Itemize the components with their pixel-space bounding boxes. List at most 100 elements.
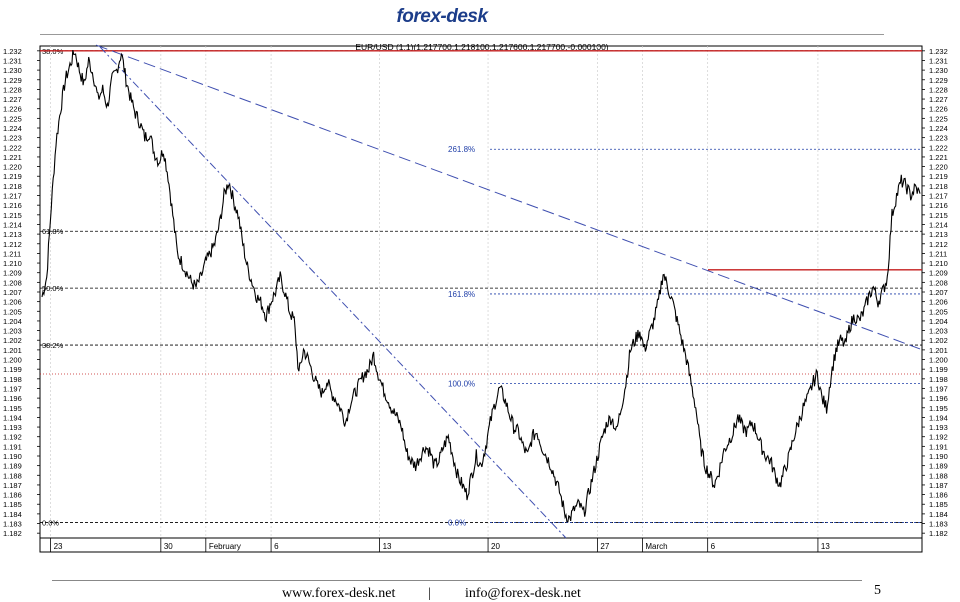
- y-tick-label-right: 1.229: [929, 76, 948, 85]
- x-axis-band: [39, 537, 923, 553]
- y-tick-label-right: 1.232: [929, 47, 948, 56]
- y-tick-label-right: 1.188: [929, 471, 948, 480]
- x-tick-label: 30: [164, 542, 173, 551]
- y-tick-label-left: 1.195: [3, 404, 22, 413]
- y-tick-label-left: 1.205: [3, 307, 22, 316]
- y-tick-label-right: 1.208: [929, 278, 948, 287]
- y-tick-label-right: 1.227: [929, 95, 948, 104]
- y-tick-label-right: 1.200: [929, 356, 948, 365]
- y-tick-label-left: 1.230: [3, 66, 22, 75]
- y-tick-label-left: 1.210: [3, 259, 22, 268]
- x-tick-label: March: [645, 542, 667, 551]
- y-tick-label-right: 1.225: [929, 114, 948, 123]
- x-tick-label: 27: [600, 542, 609, 551]
- x-tick-label: 13: [383, 542, 392, 551]
- y-tick-label-right: 1.228: [929, 85, 948, 94]
- y-tick-label-right: 1.185: [929, 500, 948, 509]
- y-tick-label-left: 1.184: [3, 510, 22, 519]
- y-tick-label-right: 1.212: [929, 240, 948, 249]
- y-tick-label-right: 1.190: [929, 452, 948, 461]
- y-tick-label-right: 1.197: [929, 384, 948, 393]
- y-tick-label-left: 1.231: [3, 56, 22, 65]
- y-tick-label-left: 1.209: [3, 269, 22, 278]
- y-tick-label-right: 1.219: [929, 172, 948, 181]
- y-tick-label-left: 1.206: [3, 298, 22, 307]
- y-tick-label-right: 1.193: [929, 423, 948, 432]
- footer-separator: |: [428, 586, 431, 601]
- y-tick-label-right: 1.210: [929, 259, 948, 268]
- x-tick-label: 6: [711, 542, 716, 551]
- y-tick-label-right: 1.186: [929, 491, 948, 500]
- y-tick-label-left: 1.197: [3, 384, 22, 393]
- y-tick-label-left: 1.200: [3, 356, 22, 365]
- y-tick-label-left: 1.226: [3, 105, 22, 114]
- page-number: 5: [874, 583, 881, 598]
- y-tick-label-right: 1.187: [929, 481, 948, 490]
- price-series-line: [41, 49, 921, 523]
- y-tick-label-right: 1.199: [929, 365, 948, 374]
- y-tick-label-right: 1.196: [929, 394, 948, 403]
- x-tick-label: 13: [821, 542, 830, 551]
- forex-desk-logo: forex-desk: [378, 4, 506, 30]
- y-tick-label-right: 1.198: [929, 375, 948, 384]
- y-tick-label-right: 1.223: [929, 134, 948, 143]
- y-tick-label-left: 1.212: [3, 240, 22, 249]
- y-tick-label-left: 1.202: [3, 336, 22, 345]
- y-tick-label-right: 1.209: [929, 269, 948, 278]
- x-tick-label: 6: [274, 542, 279, 551]
- footer-website-link[interactable]: www.forex-desk.net: [282, 586, 396, 601]
- y-tick-label-left: 1.221: [3, 153, 22, 162]
- page-footer: www.forex-desk.net | info@forex-desk.net…: [0, 580, 960, 602]
- y-tick-label-right: 1.182: [929, 529, 948, 538]
- y-tick-label-left: 1.194: [3, 413, 22, 422]
- extension-level-label: 161.8%: [448, 290, 475, 299]
- y-tick-label-left: 1.229: [3, 76, 22, 85]
- y-tick-label-left: 1.187: [3, 481, 22, 490]
- y-tick-label-left: 1.192: [3, 433, 22, 442]
- header-divider: [40, 34, 884, 35]
- y-tick-label-right: 1.216: [929, 201, 948, 210]
- y-tick-label-left: 1.196: [3, 394, 22, 403]
- y-tick-label-left: 1.186: [3, 491, 22, 500]
- y-tick-label-right: 1.195: [929, 404, 948, 413]
- fib-level-label: 50.0%: [42, 284, 64, 293]
- y-tick-label-left: 1.182: [3, 529, 22, 538]
- y-tick-label-right: 1.189: [929, 462, 948, 471]
- y-tick-label-left: 1.220: [3, 163, 22, 172]
- y-tick-label-right: 1.215: [929, 211, 948, 220]
- x-tick-label: 23: [54, 542, 63, 551]
- y-tick-label-left: 1.199: [3, 365, 22, 374]
- y-tick-label-left: 1.190: [3, 452, 22, 461]
- y-tick-label-right: 1.191: [929, 442, 948, 451]
- y-tick-label-right: 1.206: [929, 298, 948, 307]
- logo-text: forex-desk: [396, 6, 488, 27]
- y-tick-label-right: 1.230: [929, 66, 948, 75]
- y-tick-label-right: 1.226: [929, 105, 948, 114]
- extension-level-label: 261.8%: [448, 145, 475, 154]
- y-tick-label-right: 1.221: [929, 153, 948, 162]
- y-tick-label-right: 1.231: [929, 56, 948, 65]
- extension-level-label: 100.0%: [448, 380, 475, 389]
- y-tick-label-right: 1.205: [929, 307, 948, 316]
- y-tick-label-left: 1.232: [3, 47, 22, 56]
- fib-level-label: 38.2%: [42, 341, 64, 350]
- y-tick-label-right: 1.194: [929, 413, 948, 422]
- footer-email-link[interactable]: info@forex-desk.net: [465, 586, 581, 601]
- y-tick-label-right: 1.220: [929, 163, 948, 172]
- y-tick-label-right: 1.222: [929, 143, 948, 152]
- y-tick-label-left: 1.203: [3, 327, 22, 336]
- steep-trend-line: [99, 46, 567, 539]
- y-tick-label-right: 1.202: [929, 336, 948, 345]
- y-tick-label-left: 1.227: [3, 95, 22, 104]
- y-tick-label-left: 1.218: [3, 182, 22, 191]
- extension-level-label: 0.0%: [448, 519, 466, 528]
- y-tick-label-left: 1.207: [3, 288, 22, 297]
- y-tick-label-left: 1.216: [3, 201, 22, 210]
- downtrend-line: [95, 44, 921, 350]
- y-tick-label-right: 1.201: [929, 346, 948, 355]
- y-tick-label-right: 1.217: [929, 192, 948, 201]
- chart-title: EUR/USD (1:1)(1.217700,1.218100,1.217600…: [355, 42, 608, 52]
- y-tick-label-right: 1.224: [929, 124, 948, 133]
- footer-divider: [52, 580, 862, 581]
- y-tick-label-left: 1.188: [3, 471, 22, 480]
